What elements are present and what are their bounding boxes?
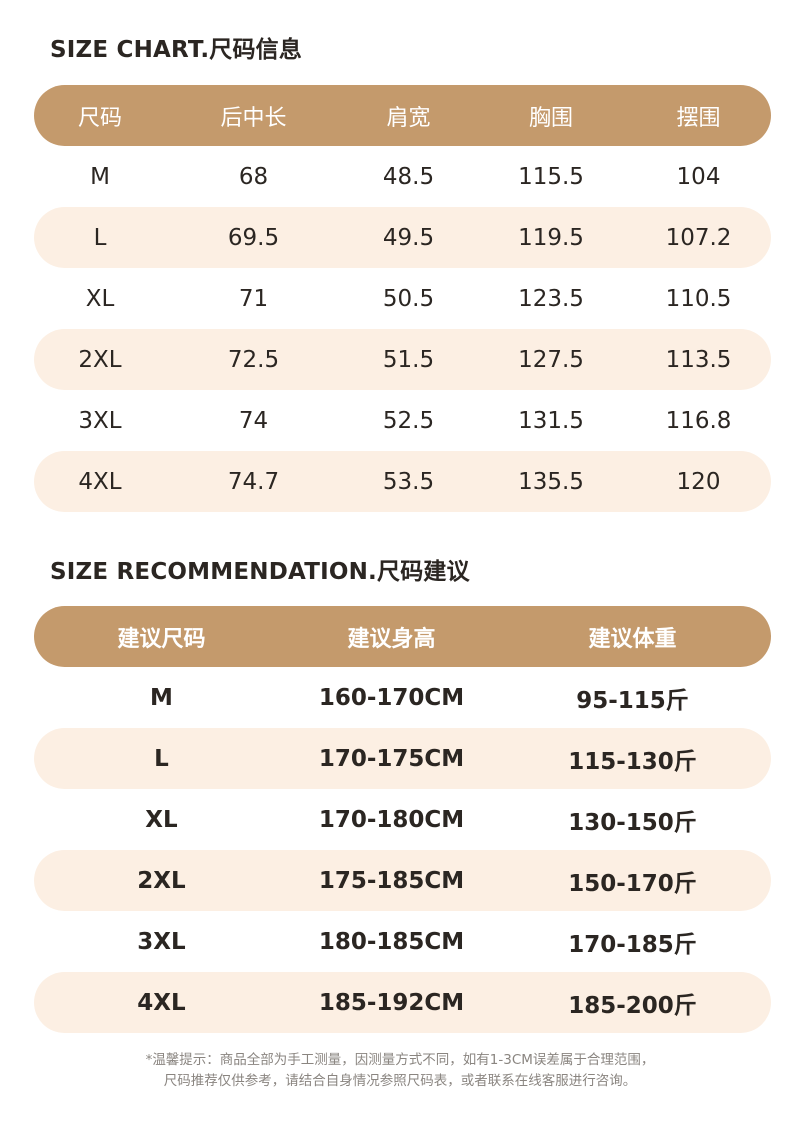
table-cell: 50.5 <box>382 285 435 312</box>
table-row: 3XL 74 52.5 131.5 116.8 <box>34 390 771 451</box>
size-chart-title: SIZE CHART.尺码信息 <box>50 37 303 63</box>
table-cell: 69.5 <box>227 224 280 251</box>
table-cell: 116.8 <box>665 407 732 434</box>
header-cell-recommended-size: 建议尺码 <box>117 626 206 652</box>
table-cell: 4XL <box>137 989 186 1016</box>
table-cell: L <box>93 224 107 251</box>
table-row: 2XL 175-185CM 150-170斤 <box>34 850 771 911</box>
table-cell: 51.5 <box>382 346 435 373</box>
table-cell: 2XL <box>78 346 122 373</box>
table-row: L 69.5 49.5 119.5 107.2 <box>34 207 771 268</box>
header-cell-recommended-height: 建议身高 <box>347 626 436 652</box>
table-cell: 104 <box>676 163 721 190</box>
table-cell: 110.5 <box>665 285 732 312</box>
table-cell: 95-115斤 <box>576 687 689 714</box>
table-cell: 175-185CM <box>318 867 465 894</box>
table-cell: 53.5 <box>382 468 435 495</box>
table-cell: 113.5 <box>665 346 732 373</box>
table-row: M 160-170CM 95-115斤 <box>34 667 771 728</box>
table-row: M 68 48.5 115.5 104 <box>34 146 771 207</box>
header-cell-back-length: 后中长 <box>220 105 287 131</box>
table-row: 4XL 185-192CM 185-200斤 <box>34 972 771 1033</box>
table-cell: 170-175CM <box>318 745 465 772</box>
table-cell: 170-180CM <box>318 806 465 833</box>
table-row: L 170-175CM 115-130斤 <box>34 728 771 789</box>
table-cell: 170-185斤 <box>568 931 697 958</box>
size-recommendation-header-row: 建议尺码 建议身高 建议体重 <box>34 606 771 667</box>
table-cell: 150-170斤 <box>568 870 697 897</box>
table-cell: M <box>150 684 173 711</box>
table-cell: 131.5 <box>518 407 584 434</box>
header-cell-recommended-weight: 建议体重 <box>588 626 677 652</box>
table-cell: 74 <box>238 407 269 434</box>
size-recommendation-table: 建议尺码 建议身高 建议体重 M 160-170CM 95-115斤 L 170… <box>34 606 771 1033</box>
table-cell: 4XL <box>78 468 122 495</box>
table-cell: M <box>90 163 110 190</box>
table-row: 4XL 74.7 53.5 135.5 120 <box>34 451 771 512</box>
table-cell: 119.5 <box>518 224 584 251</box>
table-cell: L <box>154 745 169 772</box>
table-cell: 48.5 <box>382 163 435 190</box>
table-cell: 52.5 <box>382 407 435 434</box>
table-row: XL 71 50.5 123.5 110.5 <box>34 268 771 329</box>
note-line-2: 尺码推荐仅供参考，请结合自身情况参照尺码表，或者联系在线客服进行咨询。 <box>163 1073 637 1089</box>
table-cell: 107.2 <box>665 224 732 251</box>
table-cell: 68 <box>238 163 269 190</box>
table-cell: 115-130斤 <box>568 748 697 775</box>
table-cell: 120 <box>676 468 721 495</box>
table-cell: 2XL <box>137 867 186 894</box>
table-cell: 115.5 <box>518 163 584 190</box>
table-cell: 185-200斤 <box>568 992 697 1019</box>
table-cell: 3XL <box>137 928 186 955</box>
size-chart-table: 尺码 后中长 肩宽 胸围 摆围 M 68 48.5 115.5 104 L 69… <box>34 85 771 512</box>
table-cell: XL <box>85 285 115 312</box>
table-cell: 135.5 <box>518 468 584 495</box>
header-cell-shoulder: 肩宽 <box>386 105 431 131</box>
measurement-note: *温馨提示：商品全部为手工测量，因测量方式不同，如有1-3CM误差属于合理范围，… <box>0 1050 800 1092</box>
note-line-1: *温馨提示：商品全部为手工测量，因测量方式不同，如有1-3CM误差属于合理范围， <box>145 1052 655 1068</box>
table-cell: 49.5 <box>382 224 435 251</box>
table-cell: 3XL <box>78 407 122 434</box>
header-cell-hem: 摆围 <box>676 105 721 131</box>
table-cell: 180-185CM <box>318 928 465 955</box>
table-cell: 74.7 <box>227 468 280 495</box>
table-cell: 72.5 <box>227 346 280 373</box>
table-row: XL 170-180CM 130-150斤 <box>34 789 771 850</box>
table-cell: XL <box>145 806 178 833</box>
table-cell: 123.5 <box>518 285 584 312</box>
header-cell-size: 尺码 <box>77 105 122 131</box>
table-row: 3XL 180-185CM 170-185斤 <box>34 911 771 972</box>
table-cell: 127.5 <box>518 346 584 373</box>
table-row: 2XL 72.5 51.5 127.5 113.5 <box>34 329 771 390</box>
table-cell: 71 <box>238 285 269 312</box>
table-cell: 185-192CM <box>318 989 465 1016</box>
header-cell-chest: 胸围 <box>528 105 573 131</box>
table-cell: 130-150斤 <box>568 809 697 836</box>
size-recommendation-title: SIZE RECOMMENDATION.尺码建议 <box>50 559 470 585</box>
table-cell: 160-170CM <box>318 684 465 711</box>
size-chart-header-row: 尺码 后中长 肩宽 胸围 摆围 <box>34 85 771 146</box>
